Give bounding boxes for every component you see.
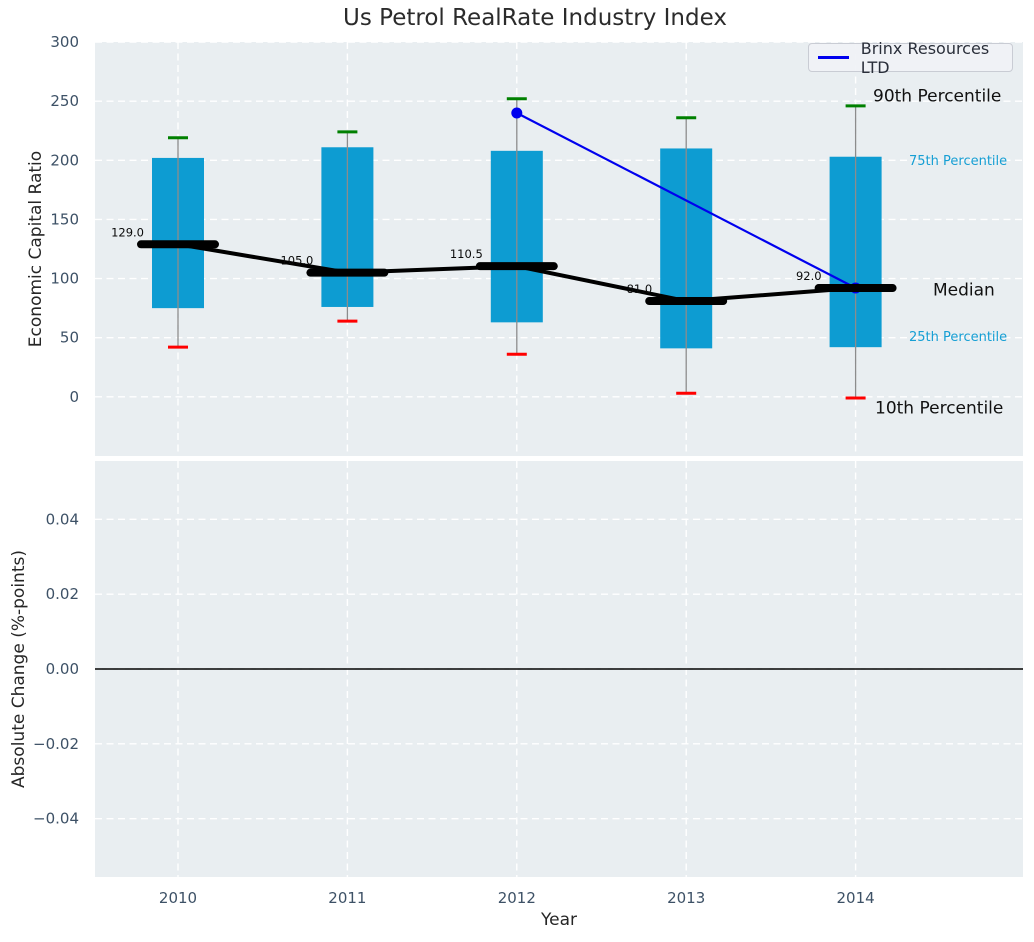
bottom-y-axis-label: Absolute Change (%-points) [9,550,29,788]
median-value-label: 110.5 [450,247,483,261]
legend-line-sample-icon [818,56,849,59]
annotation-median: Median [933,280,995,300]
annotation-90th-percentile: 90th Percentile [873,86,1001,106]
x-tick-label: 2012 [498,889,536,907]
annotation-10th-percentile: 10th Percentile [875,399,1003,419]
company-line [516,111,857,290]
top-y-tick-label: 100 [50,270,79,288]
top-y-tick-label: 200 [50,151,79,169]
median-value-label: 81.0 [627,282,653,296]
company-point [511,107,523,119]
x-tick-label: 2011 [328,889,366,907]
top-y-axis-label: Economic Capital Ratio [26,150,46,348]
x-tick-label: 2010 [159,889,197,907]
top-y-tick-label: 150 [50,210,79,228]
median-value-label: 92.0 [796,269,822,283]
bottom-y-tick-label: 0.04 [46,510,79,528]
top-y-tick-label: 300 [50,33,79,51]
x-axis-label: Year [541,910,577,930]
x-tick-label: 2013 [667,889,705,907]
annotation-25th-percentile: 25th Percentile [909,330,1007,345]
bottom-y-tick-label: −0.04 [33,810,79,828]
legend: Brinx Resources LTD [808,39,1013,77]
bottom-y-tick-label: 0.02 [46,585,79,603]
x-tick-label: 2014 [837,889,875,907]
bottom-y-tick-label: −0.02 [33,735,79,753]
annotation-75th-percentile: 75th Percentile [909,154,1007,169]
top-y-tick-label: 0 [69,388,79,406]
bottom-y-tick-label: 0.00 [46,660,79,678]
top-y-tick-label: 250 [50,92,79,110]
legend-label: Brinx Resources LTD [860,38,990,77]
page-title: Us Petrol RealRate Industry Index [343,5,727,31]
median-value-label: 129.0 [111,225,144,239]
top-y-tick-label: 50 [60,329,79,347]
median-value-label: 105.0 [280,254,313,268]
